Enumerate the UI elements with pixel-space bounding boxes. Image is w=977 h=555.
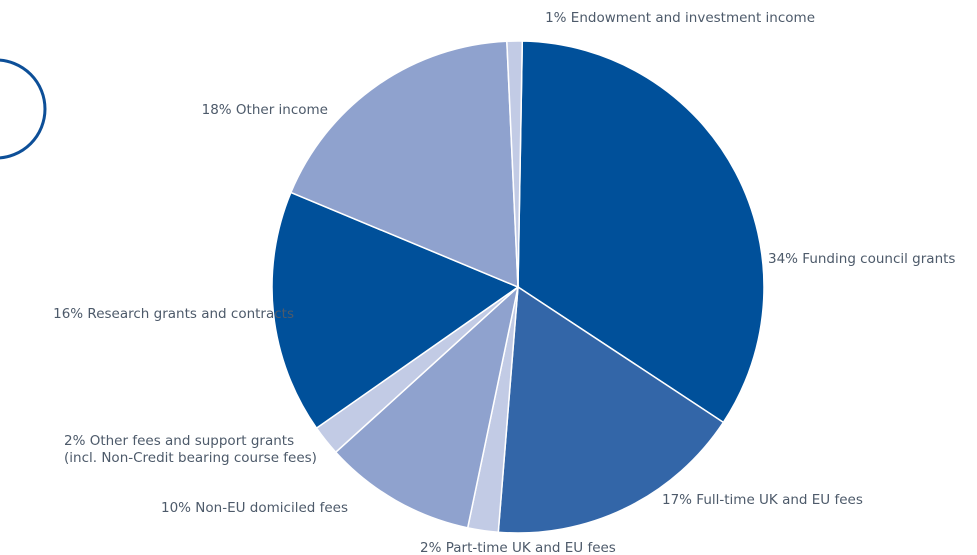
slice-label: 1% Endowment and investment income: [545, 10, 815, 26]
slice-label-line: (incl. Non-Credit bearing course fees): [64, 450, 317, 466]
slice-label: 18% Other income: [202, 102, 328, 118]
pie-labels: 34% Funding council grants 17% Full-time …: [53, 10, 955, 555]
slice-label: 10% Non-EU domiciled fees: [161, 500, 348, 516]
pie-slice: [271, 191, 520, 430]
slice-label: 2% Other fees and support grants (incl. N…: [64, 433, 317, 466]
slice-label: 34% Funding council grants: [768, 251, 955, 267]
slice-label: 17% Full-time UK and EU fees: [662, 492, 863, 508]
slice-label: 16% Research grants and contracts: [53, 306, 294, 322]
slice-label: 2% Part-time UK and EU fees: [420, 540, 616, 555]
edge-decoration: [0, 58, 47, 160]
pie-slice: [334, 284, 520, 529]
slice-label-line: 2% Other fees and support grants: [64, 433, 294, 449]
pie-slice: [506, 40, 524, 288]
pie-slice: [289, 40, 519, 289]
pie-slices: [271, 40, 765, 534]
pie-slice: [497, 285, 725, 534]
